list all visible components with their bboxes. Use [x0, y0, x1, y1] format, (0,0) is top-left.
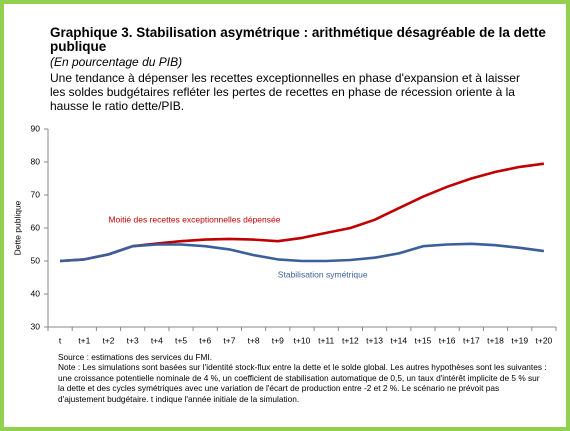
y-tick-label: 80	[31, 156, 41, 166]
series-label: Moitié des recettes exceptionnelles dépe…	[108, 215, 280, 225]
series-label: Stabilisation symétrique	[278, 270, 368, 280]
x-tick-label: t+2	[102, 335, 114, 345]
x-tick-label: t+4	[151, 335, 163, 345]
x-tick-label: t+11	[318, 335, 334, 345]
x-tick-label: t	[59, 335, 62, 345]
chart-description: Une tendance à dépenser les recettes exc…	[50, 71, 520, 113]
x-tick-label: t+13	[366, 335, 383, 345]
x-tick-label: t+5	[175, 335, 187, 345]
y-axis-label: Dette publique	[12, 200, 22, 255]
x-tick-label: t+9	[272, 335, 284, 345]
note: Note : Les simulations sont basées sur l…	[58, 362, 547, 404]
x-tick-label: t+10	[294, 335, 311, 345]
x-tick-label: t+6	[199, 335, 211, 345]
x-tick-label: t+18	[487, 335, 504, 345]
y-tick-label: 40	[31, 288, 41, 298]
y-tick-label: 30	[31, 321, 41, 331]
y-tick-label: 60	[31, 222, 41, 232]
x-tick-label: t+14	[390, 335, 407, 345]
y-tick-label: 70	[31, 189, 41, 199]
x-tick-label: t+20	[536, 335, 553, 345]
y-tick-label: 50	[31, 255, 41, 265]
x-tick-label: t+12	[342, 335, 359, 345]
y-tick-label: 90	[31, 123, 41, 133]
x-tick-label: t+17	[463, 335, 480, 345]
x-tick-label: t+15	[415, 335, 432, 345]
x-tick-label: t+3	[127, 335, 139, 345]
line-series	[60, 242, 545, 263]
x-tick-label: t+7	[223, 335, 235, 345]
notes: Source : estimations des services du FMI…	[58, 352, 548, 404]
x-tick-label: t+8	[248, 335, 260, 345]
chart-title: Graphique 3. Stabilisation asymétrique :…	[50, 25, 546, 54]
x-tick-label: t+19	[511, 335, 528, 345]
x-tick-label: t+1	[78, 335, 90, 345]
x-tick-label: t+16	[439, 335, 456, 345]
chart-subtitle: (En pourcentage du PIB)	[50, 55, 183, 69]
source: Source : estimations des services du FMI…	[58, 352, 213, 362]
